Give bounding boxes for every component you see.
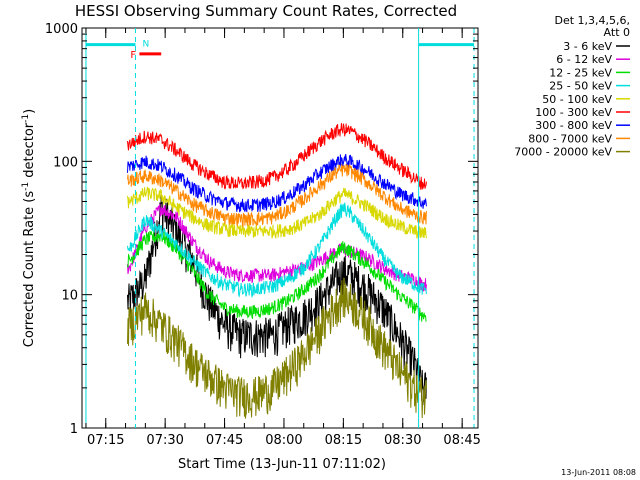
legend-entry-label: 800 - 7000 keV <box>528 132 612 145</box>
legend-entry-label: 6 - 12 keV <box>556 53 612 66</box>
y-axis-label-sup1: -1 <box>21 182 31 191</box>
x-tick-label: 08:45 <box>443 433 480 448</box>
legend-header-2: Att 0 <box>604 26 630 39</box>
series-line <box>127 203 427 292</box>
x-tick-label: 08:30 <box>384 433 421 448</box>
y-axis-label-end: ) <box>22 109 37 114</box>
y-axis-label: Corrected Count Rate (s-1 detector-1) <box>21 109 37 347</box>
legend-entry-label: 50 - 100 keV <box>542 93 612 106</box>
plot-area: NF <box>81 27 479 429</box>
series-line <box>127 186 427 240</box>
legend-entry-label: 7000 - 20000 keV <box>514 146 612 159</box>
series-line <box>127 123 427 190</box>
legend-entry-label: 12 - 25 keV <box>549 66 612 79</box>
x-tick-label: 08:00 <box>265 433 302 448</box>
footer-date: 13-Jun-2011 08:08 <box>561 468 636 477</box>
y-tick-label: 10 <box>61 289 78 304</box>
x-tick-label: 07:15 <box>87 433 124 448</box>
series-line <box>127 153 427 213</box>
night-flag-label: N <box>142 40 149 50</box>
legend-header-1: Det 1,3,4,5,6, <box>554 14 630 27</box>
chart-title: HESSI Observing Summary Count Rates, Cor… <box>75 2 457 20</box>
legend-entry-label: 100 - 300 keV <box>535 106 612 119</box>
plot-frame <box>81 27 479 429</box>
y-tick-label: 100 <box>53 155 78 170</box>
legend-entry-label: 300 - 800 keV <box>535 119 612 132</box>
y-axis-label-main: Corrected Count Rate (s <box>22 191 37 348</box>
legend-entry-label: 3 - 6 keV <box>563 40 612 53</box>
x-axis-label: Start Time (13-Jun-11 07:11:02) <box>178 457 386 472</box>
series-line <box>127 202 427 299</box>
flare-flag-label: F <box>130 50 136 61</box>
x-tick-label: 08:15 <box>325 433 362 448</box>
legend-entry-label: 25 - 50 keV <box>549 80 612 93</box>
y-axis: 1 10 100 1000 <box>45 22 478 437</box>
x-tick-label: 07:45 <box>206 433 243 448</box>
y-tick-label: 1 <box>70 422 78 437</box>
y-tick-label: 1000 <box>45 22 78 37</box>
x-axis: 07:15 07:30 07:45 08:00 08:15 08:30 08:45 <box>85 28 481 448</box>
series-line <box>127 163 427 228</box>
y-axis-label-mid: detector <box>22 122 37 182</box>
series-line <box>127 277 427 419</box>
x-tick-label: 07:30 <box>146 433 183 448</box>
y-axis-label-sup2: -1 <box>21 114 31 123</box>
